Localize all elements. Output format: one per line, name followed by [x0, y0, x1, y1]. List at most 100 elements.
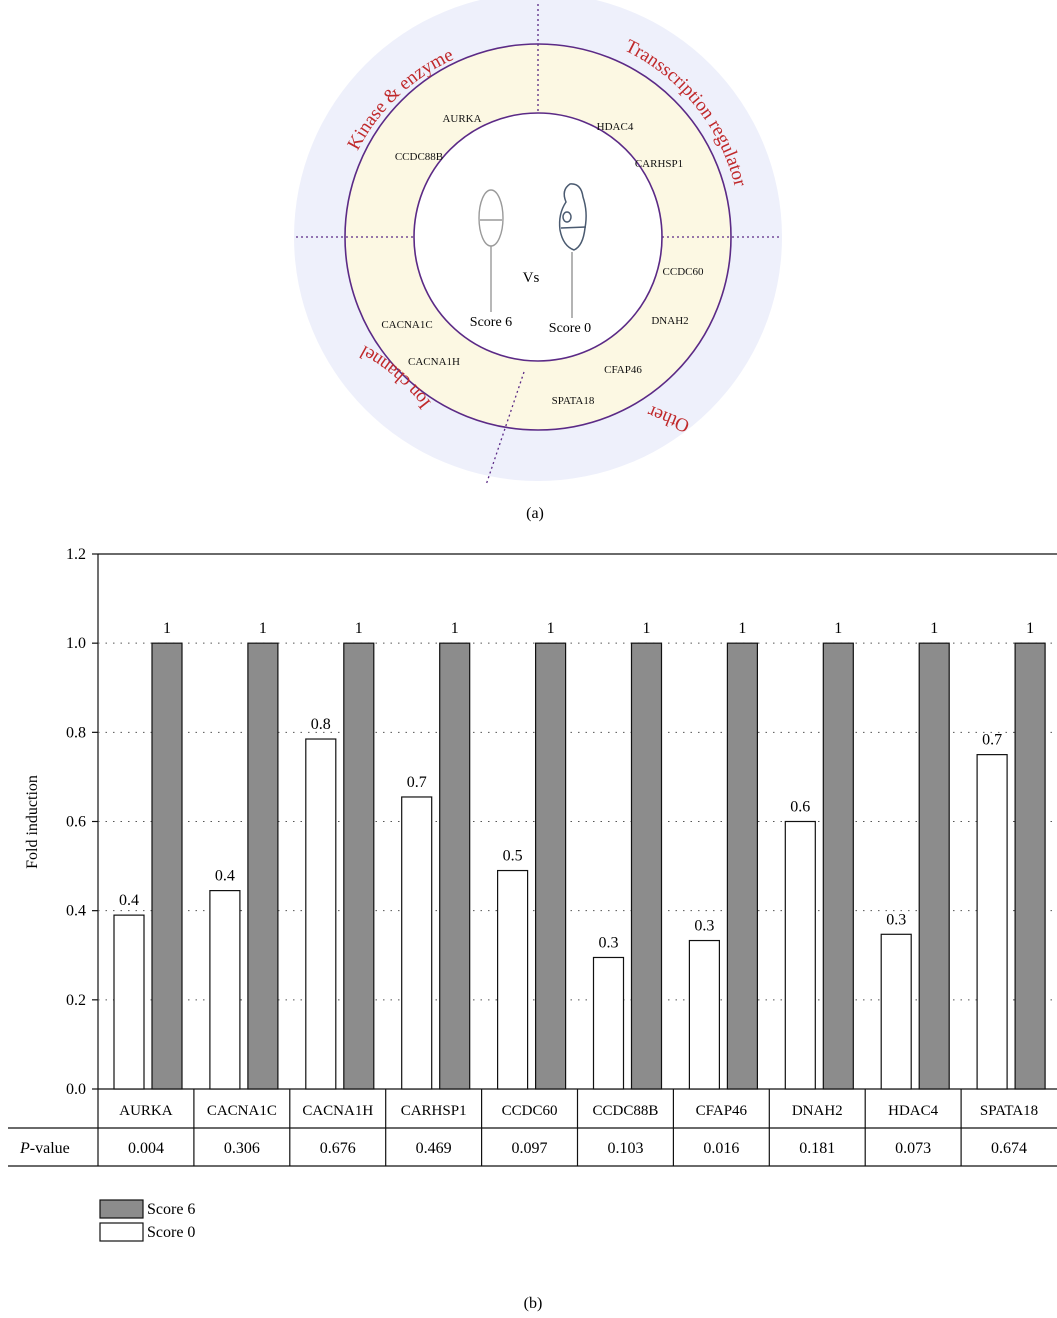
bar-value-label: 0.6: [790, 799, 810, 816]
p-value-cell: 0.306: [224, 1140, 260, 1157]
bar-score-0: [880, 933, 912, 1090]
gene-label: HDAC4: [597, 121, 634, 133]
p-value-cell: 0.004: [128, 1140, 164, 1157]
category-label: CCDC88B: [593, 1103, 659, 1119]
bar-value-label: 1: [738, 620, 746, 637]
bar-score-0: [592, 956, 625, 1090]
category-label: DNAH2: [792, 1103, 843, 1119]
quadrant-dividers: [296, 4, 780, 486]
bar-score-0: [305, 738, 337, 1090]
bar-score-6: [918, 642, 950, 1090]
category-label: CCDC60: [502, 1103, 558, 1119]
y-tick-label: 1.2: [66, 546, 86, 563]
p-value-row: 0.004 0.306 0.676 0.469 0.097 0.103 0.016 0.181…: [128, 1140, 1027, 1157]
bar-score-0: [113, 914, 145, 1090]
bar-value-label: 0.4: [215, 868, 235, 885]
y-tick-label: 0.0: [66, 1081, 86, 1098]
bar-value-labels: 0.4 1 0.4 1 0.8 1 0.7 1 0.5 1 0.3 1 0.3 1 0.6 1 0.3 1 0.7 1: [119, 620, 1034, 951]
bar-value-label: 0.8: [311, 716, 331, 733]
y-tick-label: 0.4: [66, 903, 86, 920]
table-column-dividers: [193, 1089, 962, 1166]
sperm-abnormal-icon: [558, 183, 587, 318]
bar-score-6: [151, 642, 183, 1090]
y-axis-title: Fold induction: [24, 775, 41, 869]
bar-value-label: 1: [163, 620, 171, 637]
bar-value-label: 0.7: [407, 774, 427, 791]
p-value-cell: 0.016: [703, 1140, 739, 1157]
bar-value-label: 1: [1026, 620, 1034, 637]
bar-value-label: 0.3: [599, 934, 619, 951]
p-value-cell: 0.469: [416, 1140, 452, 1157]
data-table: [8, 1089, 1057, 1167]
gene-label: CARHSP1: [635, 158, 683, 170]
bar-value-label: 1: [834, 620, 842, 637]
gene-label: CCDC60: [663, 266, 704, 278]
bar-value-label: 1: [930, 620, 938, 637]
bar-value-label: 1: [259, 620, 267, 637]
bar-value-label: 0.7: [982, 732, 1002, 749]
bar-score-0: [209, 890, 241, 1090]
panel-b-caption: (b): [524, 1295, 543, 1312]
p-value-cell: 0.676: [320, 1140, 356, 1157]
score-6-label: Score 6: [470, 315, 512, 330]
category-label: CACNA1H: [302, 1103, 373, 1119]
p-value-row-label: P-value: [19, 1140, 70, 1157]
p-value-cell: 0.674: [991, 1140, 1027, 1157]
gene-label: DNAH2: [651, 315, 688, 327]
y-tick-label: 1.0: [66, 635, 86, 652]
bar-score-0: [401, 796, 433, 1090]
p-value-cell: 0.073: [895, 1140, 931, 1157]
panel-a-caption: (a): [526, 505, 544, 522]
sperm-normal-icon: [478, 189, 504, 312]
gene-label: CFAP46: [604, 364, 642, 376]
legend: Score 6 Score 0: [99, 1199, 195, 1242]
fold-induction-bar-chart: 0.0 0.2 0.4 0.6 0.8 1.0 1.2 0.4 1 0.4 1 0.8 1 0.7 1 0.…: [8, 546, 1057, 1312]
bar-value-label: 0.5: [503, 848, 523, 865]
bar-score-6: [822, 642, 854, 1090]
gene-label: CACNA1H: [408, 356, 460, 368]
y-tick-label: 0.8: [66, 724, 86, 741]
bar-score-0: [976, 754, 1008, 1090]
gene-label: CCDC88B: [395, 151, 443, 163]
p-value-cell: 0.103: [607, 1140, 643, 1157]
category-label: CFAP46: [696, 1103, 748, 1119]
bar-score-6: [630, 642, 663, 1090]
bar-score-6: [534, 642, 567, 1090]
bar-value-label: 0.3: [694, 918, 714, 935]
category-label: CACNA1C: [207, 1103, 277, 1119]
bar-value-label: 1: [355, 620, 363, 637]
score-0-label: Score 0: [549, 321, 591, 336]
category-label: HDAC4: [888, 1103, 939, 1119]
category-wheel-diagram: Kinase & enzyme Transscription regulator…: [294, 0, 782, 522]
bar-score-6: [726, 642, 759, 1090]
y-axis-ticks: 0.0 0.2 0.4 0.6 0.8 1.0 1.2: [66, 546, 98, 1098]
bar-score-6: [439, 642, 471, 1090]
y-tick-label: 0.6: [66, 814, 86, 831]
legend-label-score-6: Score 6: [147, 1201, 195, 1218]
category-label: SPATA18: [980, 1103, 1038, 1119]
inner-circle: [413, 112, 663, 362]
p-value-cell: 0.181: [799, 1140, 835, 1157]
gene-label: AURKA: [442, 113, 481, 125]
legend-swatch-score-0: [99, 1222, 144, 1242]
bar-score-6: [247, 642, 279, 1090]
grid-lines: [98, 642, 1057, 1001]
bar-score-6: [343, 642, 375, 1090]
bars: [113, 642, 1046, 1090]
bar-score-0: [497, 869, 529, 1090]
category-label: CARHSP1: [401, 1103, 467, 1119]
gene-label: CACNA1C: [381, 319, 432, 331]
bar-value-label: 0.4: [119, 892, 139, 909]
bar-value-label: 1: [451, 620, 459, 637]
vs-label: Vs: [523, 270, 540, 286]
bar-value-label: 0.3: [886, 911, 906, 928]
gene-label: SPATA18: [552, 395, 595, 407]
y-tick-label: 0.2: [66, 992, 86, 1009]
legend-label-score-0: Score 0: [147, 1224, 195, 1241]
bar-score-0: [688, 939, 721, 1090]
bar-score-0: [784, 820, 816, 1090]
x-axis-category-labels: AURKA CACNA1C CACNA1H CARHSP1 CCDC60 CCDC88B C…: [119, 1103, 1038, 1119]
bar-value-label: 1: [643, 620, 651, 637]
bar-score-6: [1014, 642, 1046, 1090]
category-label: AURKA: [119, 1103, 173, 1119]
